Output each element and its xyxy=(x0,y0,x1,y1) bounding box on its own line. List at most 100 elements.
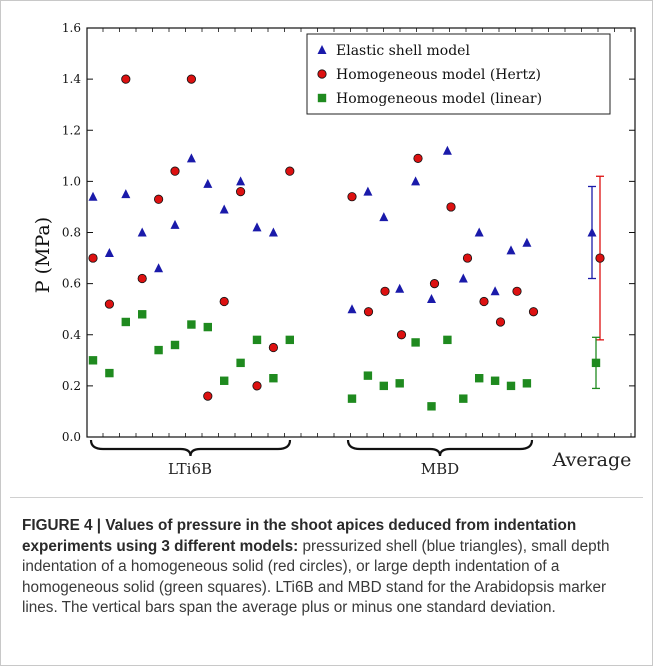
data-point-triangle xyxy=(268,227,278,237)
data-point-square xyxy=(154,345,163,355)
group-braces: LTi6B MBD Average xyxy=(89,439,632,478)
caption-body: pressurized shell (blue triangles), smal… xyxy=(22,537,610,617)
data-point-triangle xyxy=(427,293,436,303)
data-point-triangle xyxy=(379,212,389,222)
legend-marker-circle xyxy=(317,69,327,79)
data-point-circle xyxy=(170,166,180,176)
caption-title: FIGURE 4 | Values of pressure in the sho… xyxy=(22,517,577,555)
data-point-triangle xyxy=(442,145,452,155)
data-point-circle xyxy=(363,307,374,317)
data-point-triangle xyxy=(170,219,180,229)
data-point-circle xyxy=(203,391,213,401)
data-point-circle xyxy=(347,192,357,202)
data-point-circle xyxy=(462,253,473,263)
data-point-circle xyxy=(88,253,98,263)
data-point-square xyxy=(252,335,262,345)
y-ticks: 0.0 0.2 0.4 0.6 0.8 1.0 1.2 1.4 1.6 xyxy=(62,21,635,444)
brace-mbd xyxy=(346,439,534,457)
data-point-circle xyxy=(495,317,506,327)
y-tick-label: 1.0 xyxy=(62,174,81,188)
data-point-triangle xyxy=(104,247,114,257)
data-point-square xyxy=(236,358,245,368)
group-label-average: Average xyxy=(552,449,632,471)
data-point-circle xyxy=(285,166,295,176)
legend-marker-triangle xyxy=(317,45,327,54)
data-point-square xyxy=(490,376,500,385)
figure-caption: FIGURE 4 | Values of pressure in the sho… xyxy=(22,516,634,619)
data-point-circle xyxy=(396,330,407,340)
data-point-square xyxy=(506,381,516,391)
data-point-square xyxy=(138,310,147,319)
data-point-square xyxy=(443,335,452,345)
brace-ltI6b xyxy=(89,439,292,457)
y-tick-label: 0.4 xyxy=(62,328,81,342)
data-point-square xyxy=(88,356,98,365)
group-label-mbd: MBD xyxy=(421,460,459,478)
data-point-square xyxy=(522,379,532,388)
y-tick-label: 0.0 xyxy=(62,430,81,444)
data-point-circle xyxy=(186,74,196,84)
data-point-square xyxy=(459,394,468,403)
data-point-circle xyxy=(154,194,164,204)
legend: Elastic shell model Homogeneous model (He… xyxy=(306,33,611,115)
legend-box xyxy=(306,33,611,115)
data-point-triangle xyxy=(458,273,468,283)
data-point-circle xyxy=(380,286,390,296)
data-point-square xyxy=(347,394,357,403)
data-point-triangle xyxy=(395,283,405,293)
y-tick-label: 1.4 xyxy=(62,72,81,86)
data-point-circle xyxy=(104,299,115,309)
average-point-triangle xyxy=(587,227,597,237)
data-point-circle xyxy=(268,342,278,353)
data-point-triangle xyxy=(236,176,246,186)
caption-divider xyxy=(10,497,643,498)
data-point-circle xyxy=(121,74,131,84)
data-point-triangle xyxy=(154,263,164,273)
y-tick-label: 0.6 xyxy=(62,277,81,291)
data-point-square xyxy=(105,368,114,378)
data-point-triangle xyxy=(186,153,196,163)
data-markers xyxy=(88,74,605,411)
data-point-circle xyxy=(512,286,522,296)
legend-entry: Elastic shell model xyxy=(336,43,470,59)
data-point-square xyxy=(269,374,278,383)
data-point-circle xyxy=(252,381,262,391)
data-point-square xyxy=(363,371,373,380)
data-point-circle xyxy=(429,279,440,289)
data-point-triangle xyxy=(474,227,484,237)
legend-marker-square xyxy=(317,93,327,103)
data-point-square xyxy=(411,338,420,347)
data-point-triangle xyxy=(252,222,262,232)
data-point-triangle xyxy=(219,204,229,214)
data-point-triangle xyxy=(522,237,532,247)
data-point-circle xyxy=(236,187,246,197)
average-point-circle xyxy=(595,253,605,263)
data-point-triangle xyxy=(506,245,516,255)
data-point-triangle xyxy=(411,176,421,186)
data-point-triangle xyxy=(121,189,131,199)
data-point-square xyxy=(379,381,388,391)
data-point-triangle xyxy=(203,178,213,188)
data-point-circle xyxy=(137,273,147,284)
data-point-circle xyxy=(413,153,423,163)
data-point-square xyxy=(121,317,130,327)
y-tick-label: 1.2 xyxy=(62,123,81,137)
y-tick-label: 0.8 xyxy=(62,226,81,240)
data-point-square xyxy=(427,402,436,411)
legend-entry: Homogeneous model (linear) xyxy=(336,91,542,107)
group-label-ltI6b: LTi6B xyxy=(168,460,212,478)
y-axis-label: P (MPa) xyxy=(32,217,54,293)
data-point-square xyxy=(187,320,196,329)
error-bars xyxy=(588,175,604,390)
data-point-square xyxy=(285,335,294,345)
data-point-triangle xyxy=(347,304,357,314)
data-point-square xyxy=(395,379,404,388)
data-point-circle xyxy=(479,296,489,307)
data-point-triangle xyxy=(137,227,147,237)
data-point-square xyxy=(203,322,212,332)
data-point-square xyxy=(220,376,229,385)
chart: 0.0 0.2 0.4 0.6 0.8 1.0 1.2 1.4 1.6 LTi6B MBD Aver… xyxy=(32,21,636,478)
data-point-circle xyxy=(528,307,539,317)
data-point-square xyxy=(475,374,484,383)
data-point-triangle xyxy=(88,191,98,201)
